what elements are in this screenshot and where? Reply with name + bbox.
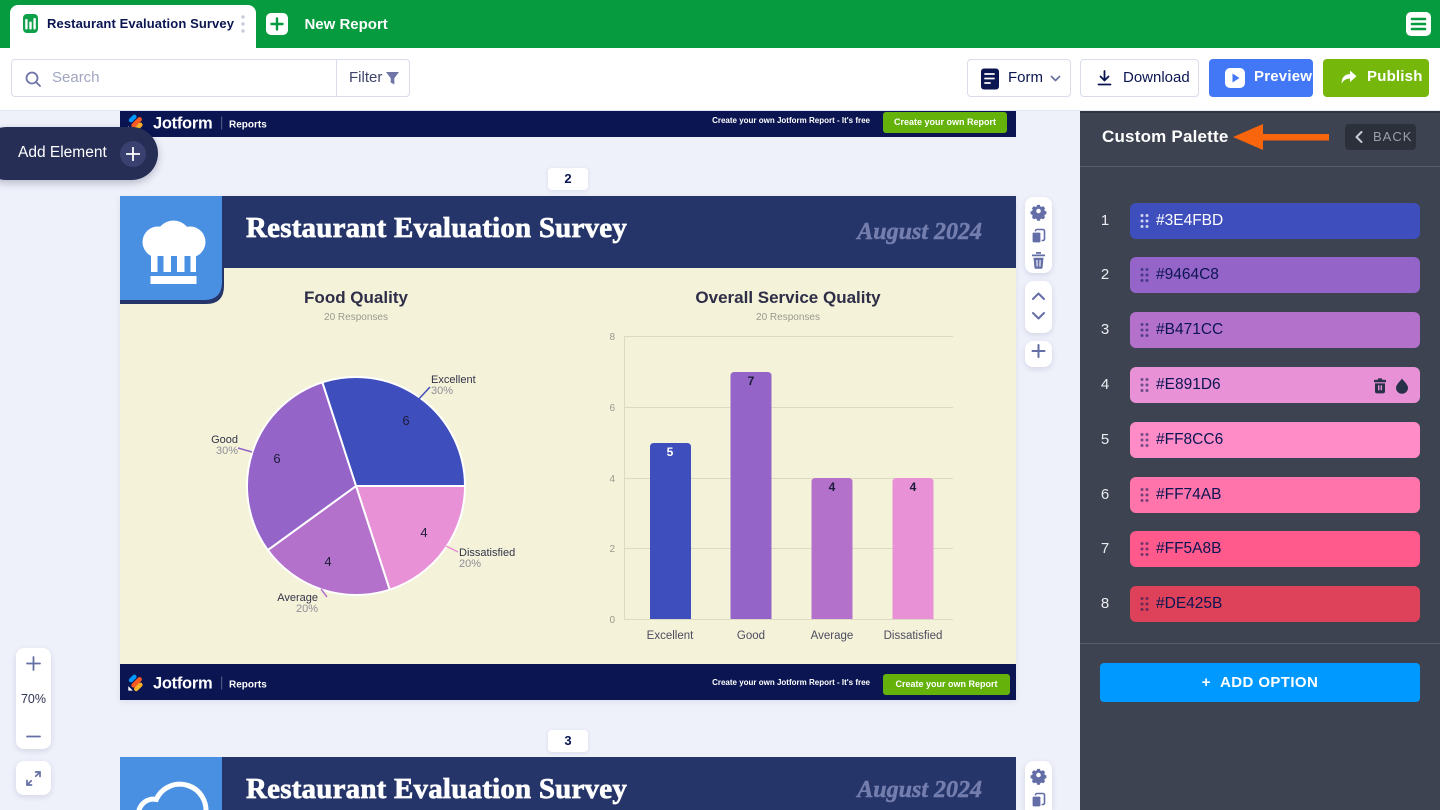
svg-text:Reports: Reports [229, 120, 267, 131]
svg-text:Dissatisfied: Dissatisfied [884, 630, 943, 642]
svg-text:Jotform: Jotform [153, 115, 212, 133]
svg-text:4: 4 [910, 480, 917, 494]
svg-text:6: 6 [402, 413, 409, 428]
svg-text:20%: 20% [459, 558, 481, 570]
svg-text:Jotform: Jotform [153, 675, 212, 693]
svg-text:6: 6 [609, 403, 615, 414]
svg-text:Excellent: Excellent [431, 374, 476, 386]
svg-text:4: 4 [609, 474, 615, 485]
svg-text:6: 6 [273, 451, 280, 466]
svg-text:30%: 30% [216, 445, 238, 457]
svg-text:4: 4 [420, 525, 427, 540]
svg-text:Dissatisfied: Dissatisfied [459, 547, 515, 559]
svg-text:2: 2 [609, 544, 615, 555]
svg-text:8: 8 [609, 332, 615, 343]
svg-text:5: 5 [667, 445, 674, 459]
svg-text:30%: 30% [431, 385, 453, 397]
svg-text:7: 7 [748, 374, 755, 388]
svg-text:4: 4 [829, 480, 836, 494]
svg-text:4: 4 [324, 554, 331, 569]
svg-text:0: 0 [609, 615, 615, 626]
svg-text:Reports: Reports [229, 680, 267, 691]
svg-text:Good: Good [737, 630, 765, 642]
svg-text:Average: Average [811, 630, 854, 642]
svg-text:Good: Good [211, 434, 238, 446]
svg-text:Average: Average [277, 592, 318, 604]
svg-text:20%: 20% [296, 603, 318, 615]
svg-text:Excellent: Excellent [647, 630, 694, 642]
